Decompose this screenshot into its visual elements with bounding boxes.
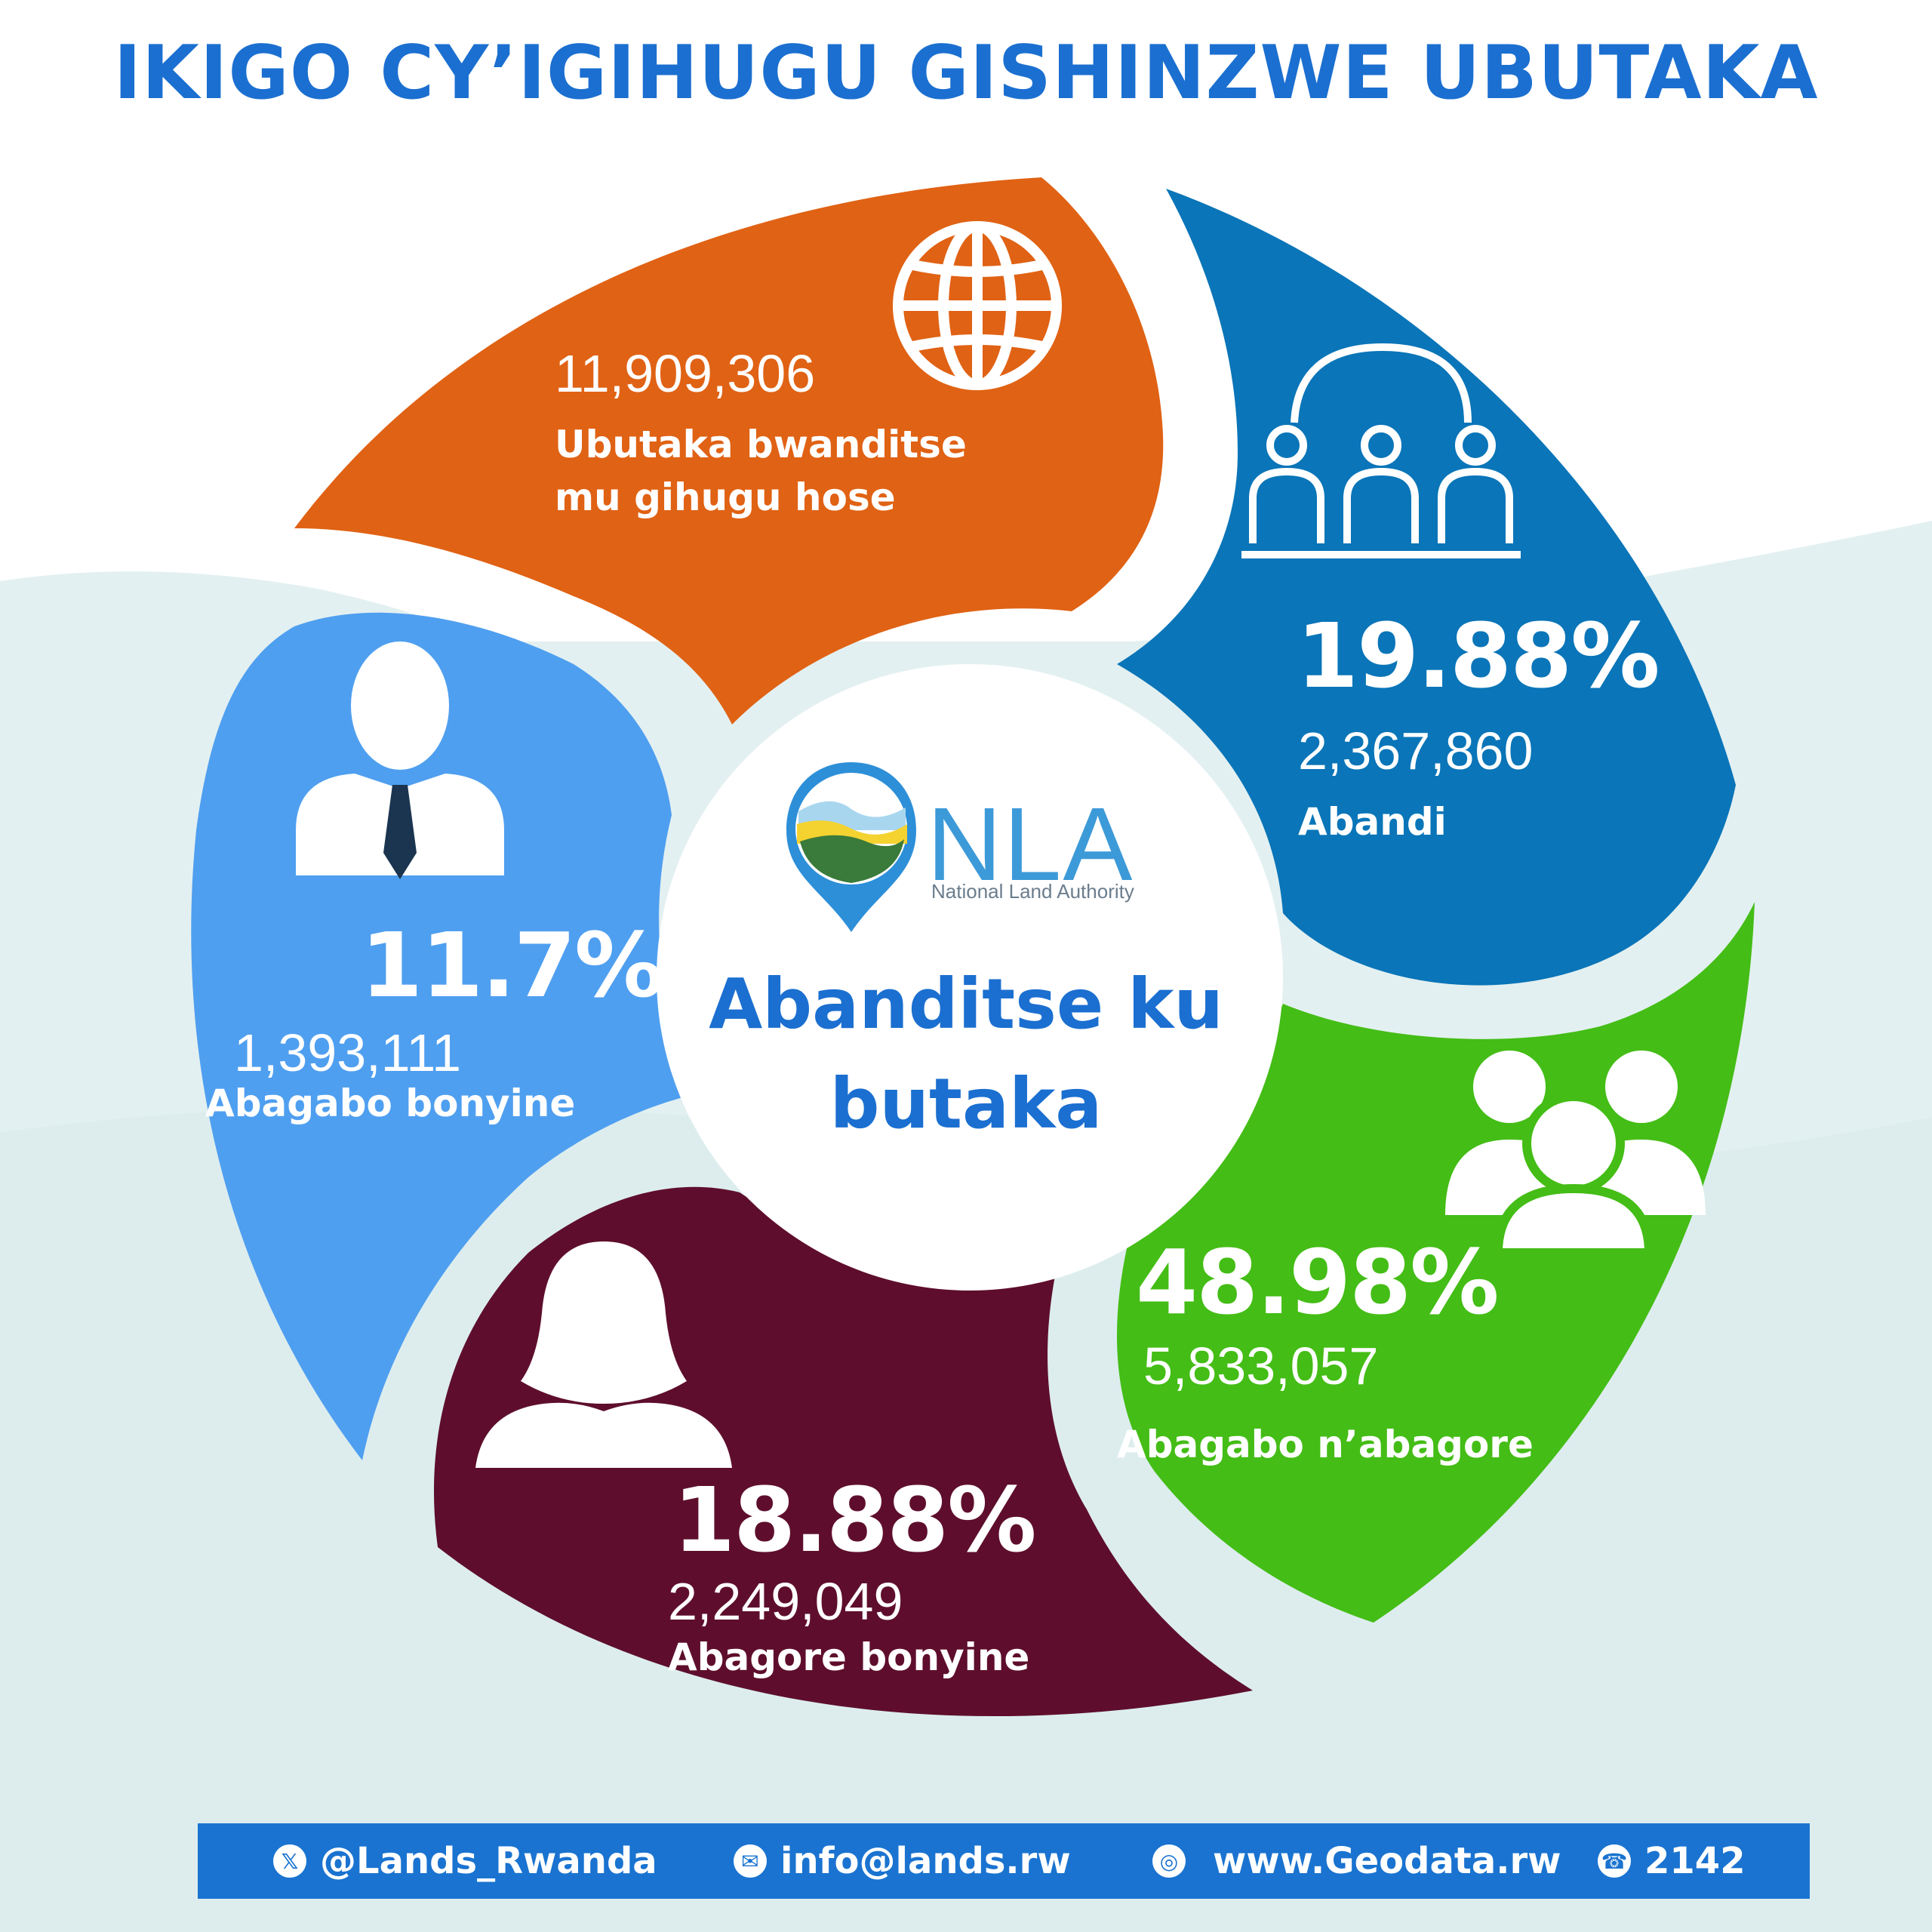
footer-twitter-handle: @Lands_Rwanda [320, 1840, 657, 1882]
globe-icon [893, 221, 1062, 390]
footer-website[interactable]: ◎ www.Geodata.rw [1152, 1838, 1561, 1884]
man-icon [296, 641, 504, 879]
men-only-percent: 11.7% [361, 913, 663, 1017]
women-only-value: 2,249,049 [668, 1572, 903, 1631]
web-globe-icon: ◎ [1152, 1844, 1186, 1878]
footer-email[interactable]: ✉ info@lands.rw [734, 1838, 1071, 1884]
people-icon [1445, 1051, 1706, 1257]
men-women-label: Abagabo n’abagore [1117, 1423, 1534, 1466]
total-registered-label-line1: Ubutaka bwanditse [555, 423, 967, 466]
page-title: IKIGO CY’IGIHUGU GISHINZWE UBUTAKA [113, 30, 1819, 116]
others-value: 2,367,860 [1298, 721, 1534, 780]
segment-men-and-women [1117, 902, 1755, 1623]
total-registered-value: 11,909,306 [555, 344, 816, 403]
women-only-percent: 18.88% [673, 1468, 1036, 1572]
woman-icon [475, 1241, 732, 1468]
men-women-value: 5,833,057 [1143, 1337, 1379, 1395]
women-only-label: Abagore bonyine [668, 1635, 1030, 1679]
total-registered-label-line2: mu gihugu hose [555, 475, 896, 519]
men-only-value: 1,393,111 [234, 1023, 462, 1082]
phone-icon: ☎ [1598, 1844, 1631, 1878]
x-twitter-icon: 𝕏 [273, 1844, 306, 1878]
footer-twitter[interactable]: 𝕏 @Lands_Rwanda [273, 1838, 657, 1884]
group-icon [1241, 343, 1521, 558]
footer-website-url: www.Geodata.rw [1213, 1840, 1561, 1882]
nla-logo-pin-icon [786, 762, 916, 932]
men-only-label: Abagabo bonyine [205, 1081, 576, 1125]
footer-email-address: info@lands.rw [780, 1840, 1071, 1882]
others-percent: 19.88% [1297, 604, 1660, 708]
footer-phone-number: 2142 [1644, 1840, 1746, 1882]
center-caption: Abanditse ku butaka [649, 955, 1283, 1154]
center-caption-line2: butaka [829, 1063, 1103, 1144]
center-caption-line1: Abanditse ku [709, 964, 1223, 1044]
mail-icon: ✉ [734, 1844, 767, 1878]
men-women-percent: 48.98% [1136, 1230, 1499, 1334]
others-label: Abandi [1298, 800, 1447, 844]
nla-logo-letters: NLA [927, 786, 1134, 903]
nla-logo-subtitle: National Land Authority [931, 880, 1134, 903]
footer-bar: 𝕏 @Lands_Rwanda ✉ info@lands.rw ◎ www.Ge… [198, 1823, 1810, 1899]
segment-others [1117, 189, 1736, 986]
footer-phone[interactable]: ☎ 2142 [1598, 1838, 1746, 1884]
